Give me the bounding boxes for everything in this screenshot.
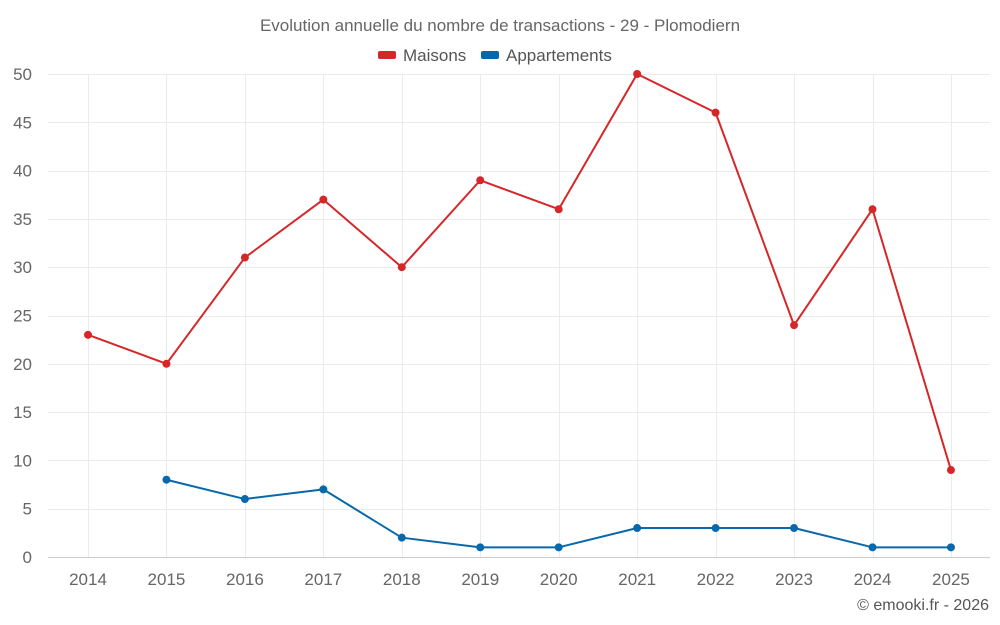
y-tick-label: 35 <box>13 210 32 229</box>
x-tick-label: 2015 <box>148 570 186 589</box>
y-tick-label: 15 <box>13 403 32 422</box>
data-point-maisons[interactable] <box>554 205 563 214</box>
data-point-appartements[interactable] <box>554 543 563 552</box>
legend-swatch-appartements <box>481 51 499 59</box>
data-point-appartements[interactable] <box>319 485 328 494</box>
data-point-appartements[interactable] <box>476 543 485 552</box>
data-point-appartements[interactable] <box>790 524 799 533</box>
x-tick-label: 2017 <box>304 570 342 589</box>
data-point-appartements[interactable] <box>946 543 955 552</box>
data-point-maisons[interactable] <box>633 70 642 78</box>
data-point-appartements[interactable] <box>711 524 720 533</box>
series-line-appartements <box>166 478 951 549</box>
legend-label-appartements: Appartements <box>506 46 612 65</box>
credit: © emooki.fr - 2026 <box>857 597 989 614</box>
y-axis-ticks: 0 5 10 15 20 25 30 35 40 45 50 <box>13 65 32 567</box>
x-axis-ticks: 2014 2015 2016 2017 2018 2019 2020 2021 2022 2023… <box>69 570 970 589</box>
y-tick-label: 20 <box>13 355 32 374</box>
x-tick-label: 2014 <box>69 570 107 589</box>
data-point-appartements[interactable] <box>633 524 642 533</box>
x-tick-label: 2016 <box>226 570 264 589</box>
x-tick-label: 2019 <box>461 570 499 589</box>
legend: Maisons Appartements <box>378 46 612 65</box>
y-tick-label: 30 <box>13 258 32 277</box>
data-point-maisons[interactable] <box>240 253 249 262</box>
legend-label-maisons: Maisons <box>403 46 466 65</box>
x-tick-label: 2024 <box>854 570 892 589</box>
data-point-maisons[interactable] <box>711 108 720 117</box>
x-tick-label: 2020 <box>540 570 578 589</box>
legend-item-maisons[interactable]: Maisons <box>378 46 466 65</box>
data-point-maisons[interactable] <box>868 205 877 214</box>
x-tick-label: 2021 <box>618 570 656 589</box>
data-point-appartements[interactable] <box>868 543 877 552</box>
data-point-appartements[interactable] <box>240 495 249 504</box>
y-gridlines <box>48 74 990 510</box>
y-tick-label: 45 <box>13 113 32 132</box>
data-point-appartements[interactable] <box>162 475 171 484</box>
data-point-maisons[interactable] <box>790 321 799 330</box>
y-tick-label: 5 <box>23 500 32 519</box>
y-tick-label: 25 <box>13 307 32 326</box>
series-line-maisons <box>87 73 952 471</box>
y-tick-label: 50 <box>13 65 32 84</box>
data-point-maisons[interactable] <box>84 330 92 339</box>
series-appartements <box>162 475 955 552</box>
x-tick-label: 2025 <box>932 570 970 589</box>
series-layer <box>84 70 955 552</box>
legend-item-appartements[interactable]: Appartements <box>481 46 612 65</box>
data-point-maisons[interactable] <box>946 466 955 475</box>
data-point-maisons[interactable] <box>397 263 406 272</box>
x-gridlines <box>88 74 952 557</box>
y-tick-label: 40 <box>13 162 32 181</box>
legend-swatch-maisons <box>378 51 396 59</box>
data-point-maisons[interactable] <box>319 195 328 204</box>
x-tick-label: 2023 <box>775 570 813 589</box>
y-tick-label: 10 <box>13 451 32 470</box>
data-point-maisons[interactable] <box>476 176 485 185</box>
data-point-appartements[interactable] <box>397 533 406 542</box>
y-tick-label: 0 <box>23 548 32 567</box>
x-tick-label: 2018 <box>383 570 421 589</box>
x-tick-label: 2022 <box>697 570 735 589</box>
data-point-maisons[interactable] <box>162 359 171 368</box>
series-maisons <box>84 70 955 475</box>
chart-title: Evolution annuelle du nombre de transact… <box>260 16 740 35</box>
